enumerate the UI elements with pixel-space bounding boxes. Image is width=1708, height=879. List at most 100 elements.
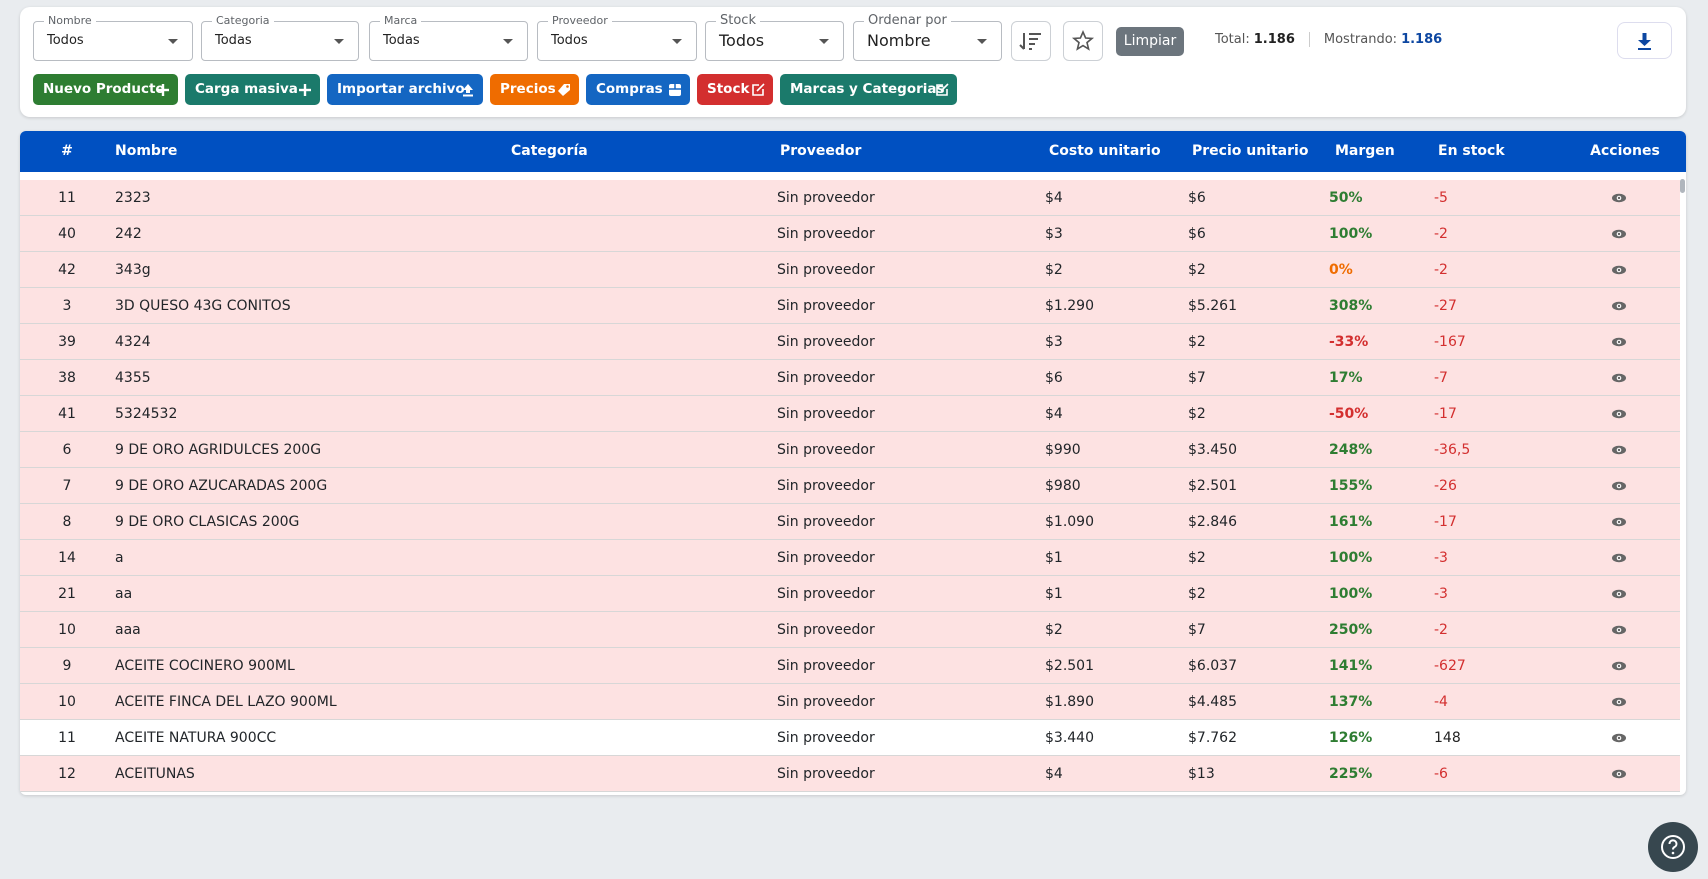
clear-button[interactable]: Limpiar — [1116, 27, 1184, 56]
sort-button[interactable] — [1011, 21, 1051, 61]
table-row: 40 242 Sin proveedor $3 $6 100% -2 — [20, 216, 1680, 252]
view-button[interactable] — [1611, 299, 1627, 313]
filter-select[interactable]: Marca Todas — [369, 14, 528, 61]
row-id: 21 — [58, 586, 76, 602]
button-label: Importar archivo — [337, 81, 465, 97]
view-button[interactable] — [1611, 551, 1627, 565]
provider: Sin proveedor — [777, 478, 875, 494]
view-button[interactable] — [1611, 731, 1627, 745]
unit-price: $7 — [1188, 370, 1206, 386]
view-button[interactable] — [1611, 767, 1627, 781]
dropdown-caret — [977, 39, 987, 44]
dropdown-caret — [672, 39, 682, 44]
row-id: 10 — [58, 694, 76, 710]
help-button[interactable] — [1648, 822, 1698, 872]
view-button[interactable] — [1611, 263, 1627, 277]
margin: 248% — [1329, 442, 1373, 458]
provider: Sin proveedor — [777, 658, 875, 674]
view-button[interactable] — [1611, 191, 1627, 205]
sort-icon — [1019, 33, 1041, 50]
unit-price: $2 — [1188, 334, 1206, 350]
provider: Sin proveedor — [777, 514, 875, 530]
button-label: Precios — [500, 81, 556, 97]
filter-select[interactable]: Proveedor Todos — [537, 14, 697, 61]
stock: -5 — [1434, 190, 1448, 206]
eye-icon — [1612, 661, 1626, 671]
filter-label: Ordenar por — [864, 13, 951, 28]
divider — [1308, 32, 1310, 47]
filter-label: Proveedor — [548, 14, 612, 27]
row-id: 8 — [62, 514, 72, 530]
eye-icon — [1612, 481, 1626, 491]
provider: Sin proveedor — [777, 262, 875, 278]
view-button[interactable] — [1611, 335, 1627, 349]
download-button[interactable] — [1617, 22, 1672, 59]
view-button[interactable] — [1611, 479, 1627, 493]
table-row: 8 9 DE ORO CLASICAS 200G Sin proveedor $1.0… — [20, 504, 1680, 540]
row-id: 12 — [58, 766, 76, 782]
column-header: Precio unitario — [1192, 143, 1309, 159]
filter-label: Nombre — [44, 14, 96, 27]
eye-icon — [1612, 517, 1626, 527]
table-row: 3 3D QUESO 43G CONITOS Sin proveedor $1.290… — [20, 288, 1680, 324]
margin: -50% — [1329, 406, 1369, 422]
filter-select[interactable]: Stock Todos — [705, 13, 844, 61]
filter-select[interactable]: Nombre Todos — [33, 14, 193, 61]
margin: 50% — [1329, 190, 1363, 206]
button-icon — [752, 83, 765, 96]
action-button[interactable]: Stock — [697, 74, 773, 105]
row-id: 9 — [62, 658, 72, 674]
view-button[interactable] — [1611, 659, 1627, 673]
margin: 155% — [1329, 478, 1373, 494]
action-button[interactable]: Compras — [586, 74, 690, 105]
view-button[interactable] — [1611, 587, 1627, 601]
product-name: ACEITE COCINERO 900ML — [115, 658, 295, 674]
showing-value: 1.186 — [1401, 32, 1443, 47]
eye-icon — [1612, 733, 1626, 743]
view-button[interactable] — [1611, 371, 1627, 385]
margin: 308% — [1329, 298, 1373, 314]
view-button[interactable] — [1611, 623, 1627, 637]
view-button[interactable] — [1611, 515, 1627, 529]
stock: -7 — [1434, 370, 1448, 386]
view-button[interactable] — [1611, 227, 1627, 241]
unit-cost: $6 — [1045, 370, 1063, 386]
unit-cost: $980 — [1045, 478, 1081, 494]
row-id: 7 — [62, 478, 72, 494]
action-button[interactable]: Importar archivo — [327, 74, 483, 105]
unit-price: $2 — [1188, 586, 1206, 602]
filter-select[interactable]: Categoria Todas — [201, 14, 359, 61]
provider: Sin proveedor — [777, 766, 875, 782]
unit-price: $3.450 — [1188, 442, 1237, 458]
action-button[interactable]: Precios — [490, 74, 579, 105]
button-icon — [157, 84, 169, 96]
unit-price: $4.485 — [1188, 694, 1237, 710]
unit-price: $7 — [1188, 622, 1206, 638]
view-button[interactable] — [1611, 695, 1627, 709]
provider: Sin proveedor — [777, 694, 875, 710]
column-header: Acciones — [1590, 143, 1660, 159]
favorite-button[interactable] — [1063, 21, 1103, 61]
table-row: 21 aa Sin proveedor $1 $2 100% -3 — [20, 576, 1680, 612]
column-header: Costo unitario — [1049, 143, 1161, 159]
stock: -3 — [1434, 550, 1448, 566]
action-button[interactable]: Nuevo Producto — [33, 74, 178, 105]
view-button[interactable] — [1611, 407, 1627, 421]
action-button[interactable]: Carga masiva — [185, 74, 320, 105]
unit-cost: $2.501 — [1045, 658, 1094, 674]
table-row: 12 ACEITUNAS Sin proveedor $4 $13 225% -6 — [20, 756, 1680, 792]
margin: -33% — [1329, 334, 1369, 350]
table-header: # Nombre Categoría Proveedor Costo unitario P… — [20, 131, 1686, 172]
table-row: 14 a Sin proveedor $1 $2 100% -3 — [20, 540, 1680, 576]
row-id: 14 — [58, 550, 76, 566]
row-id: 6 — [62, 442, 72, 458]
margin: 17% — [1329, 370, 1363, 386]
filter-select[interactable]: Ordenar por Nombre — [853, 13, 1002, 61]
stock: -2 — [1434, 262, 1448, 278]
action-button[interactable]: Marcas y Categorias — [780, 74, 957, 105]
eye-icon — [1612, 589, 1626, 599]
view-button[interactable] — [1611, 443, 1627, 457]
unit-cost: $2 — [1045, 622, 1063, 638]
button-label: Compras — [596, 81, 663, 97]
